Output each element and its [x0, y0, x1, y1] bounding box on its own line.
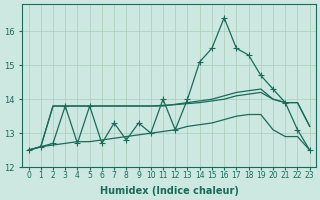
X-axis label: Humidex (Indice chaleur): Humidex (Indice chaleur): [100, 186, 239, 196]
